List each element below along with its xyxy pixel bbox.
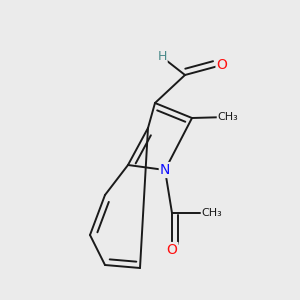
Text: O: O	[167, 243, 177, 257]
Text: N: N	[160, 163, 170, 177]
Text: O: O	[217, 58, 227, 72]
Text: CH₃: CH₃	[202, 208, 222, 218]
Text: H: H	[157, 50, 167, 64]
Text: CH₃: CH₃	[218, 112, 239, 122]
